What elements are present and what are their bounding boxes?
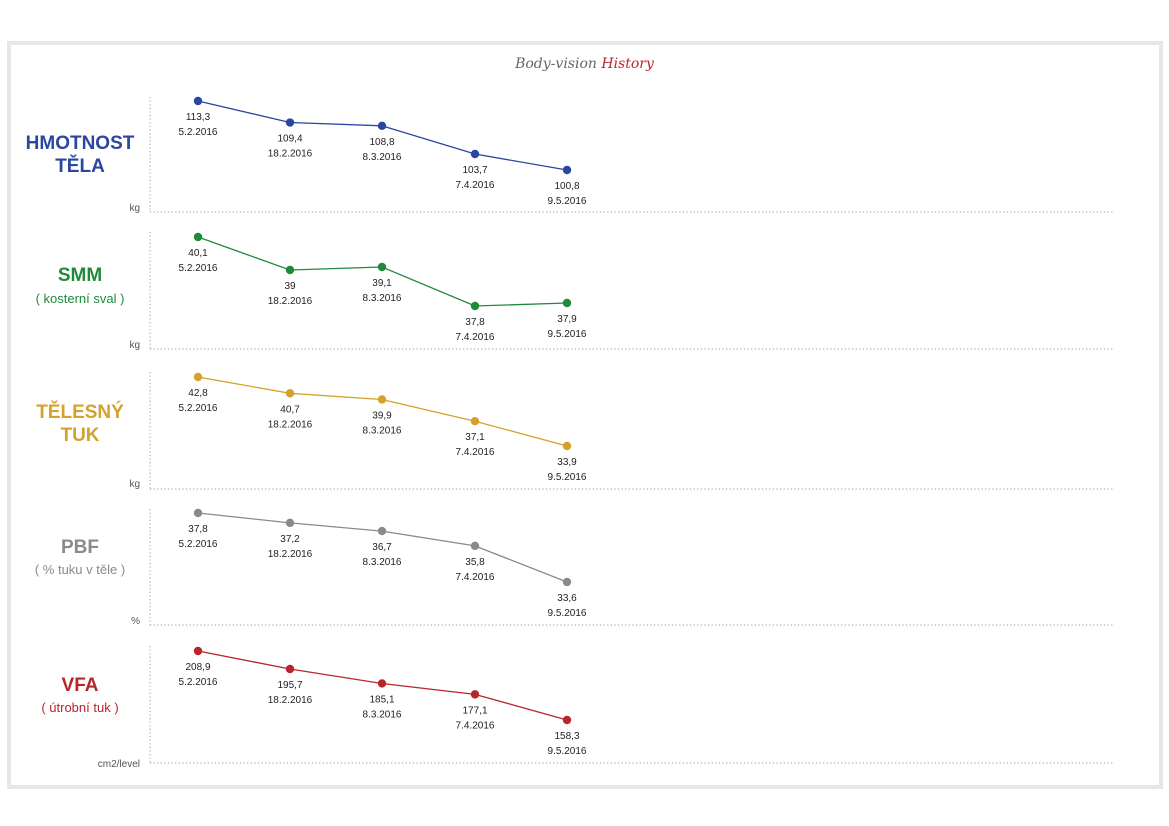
x-tick-label: 18.2.2016	[268, 296, 313, 307]
data-point	[470, 149, 480, 159]
data-point	[562, 715, 572, 725]
data-label: 42,8	[188, 388, 208, 399]
data-label: 37,8	[465, 317, 485, 328]
panel-title: VFA	[61, 675, 99, 696]
x-tick-label: 8.3.2016	[363, 293, 402, 304]
data-point	[562, 298, 572, 308]
y-unit-label: kg	[129, 203, 140, 214]
data-point	[193, 96, 203, 106]
data-label: 40,7	[280, 404, 300, 415]
data-label: 39	[284, 281, 296, 292]
x-tick-label: 5.2.2016	[179, 127, 218, 138]
data-label: 37,1	[465, 432, 485, 443]
data-point	[193, 646, 203, 656]
panel-subtitle: ( útrobní tuk )	[41, 700, 119, 715]
data-label: 33,6	[557, 593, 577, 604]
data-point	[193, 232, 203, 242]
panel-subtitle: ( kosterní sval )	[35, 291, 125, 306]
data-point	[377, 526, 387, 536]
panel-title: TĚLESNÝ TUK	[36, 402, 124, 446]
x-tick-label: 9.5.2016	[548, 746, 587, 757]
data-point	[470, 416, 480, 426]
data-label: 39,9	[372, 410, 392, 421]
data-point	[562, 441, 572, 451]
x-tick-label: 9.5.2016	[548, 196, 587, 207]
data-point	[470, 301, 480, 311]
x-tick-label: 5.2.2016	[179, 539, 218, 550]
page-title-main: Body-vision	[515, 56, 597, 72]
data-label: 108,8	[369, 137, 394, 148]
page-title: Body-vision History	[0, 56, 1169, 72]
x-tick-label: 18.2.2016	[268, 549, 313, 560]
data-label: 39,1	[372, 278, 392, 289]
x-tick-label: 8.3.2016	[363, 425, 402, 436]
x-tick-label: 18.2.2016	[268, 695, 313, 706]
data-label: 195,7	[277, 680, 302, 691]
data-point	[193, 508, 203, 518]
x-tick-label: 8.3.2016	[363, 152, 402, 163]
x-tick-label: 8.3.2016	[363, 557, 402, 568]
panel-title: SMM	[57, 265, 103, 286]
data-label: 100,8	[554, 181, 579, 192]
x-tick-label: 7.4.2016	[456, 720, 495, 731]
panel-title: HMOTNOST TĚLA	[25, 133, 135, 177]
x-tick-label: 9.5.2016	[548, 329, 587, 340]
x-tick-label: 9.5.2016	[548, 472, 587, 483]
x-tick-label: 7.4.2016	[456, 572, 495, 583]
data-point	[285, 664, 295, 674]
data-point	[377, 395, 387, 404]
data-point	[285, 265, 295, 275]
data-point	[562, 577, 572, 587]
y-unit-label: kg	[129, 479, 140, 490]
y-unit-label: cm2/level	[97, 759, 140, 770]
y-unit-label: %	[131, 616, 140, 627]
x-tick-label: 5.2.2016	[179, 403, 218, 414]
data-label: 177,1	[462, 705, 487, 716]
x-tick-label: 7.4.2016	[456, 447, 495, 458]
y-unit-label: kg	[129, 340, 140, 351]
panel-subtitle: ( % tuku v těle )	[34, 562, 126, 577]
data-label: 35,8	[465, 557, 485, 568]
data-label: 208,9	[185, 662, 210, 673]
x-tick-label: 7.4.2016	[456, 180, 495, 191]
data-label: 103,7	[462, 165, 487, 176]
x-tick-label: 5.2.2016	[179, 263, 218, 274]
panel-title: PBF	[61, 537, 99, 558]
data-label: 37,2	[280, 534, 300, 545]
data-point	[285, 518, 295, 528]
data-point	[377, 262, 387, 272]
data-label: 40,1	[188, 248, 208, 259]
x-tick-label: 18.2.2016	[268, 419, 313, 430]
x-tick-label: 8.3.2016	[363, 709, 402, 720]
data-point	[285, 389, 295, 398]
data-label: 37,9	[557, 314, 577, 325]
data-point	[470, 541, 480, 551]
data-label: 113,3	[186, 112, 211, 123]
data-label: 33,9	[557, 457, 577, 468]
data-label: 158,3	[554, 731, 579, 742]
data-point	[470, 690, 480, 699]
data-label: 37,8	[188, 524, 208, 535]
chart-frame	[7, 41, 1163, 789]
x-tick-label: 18.2.2016	[268, 149, 313, 160]
x-tick-label: 5.2.2016	[179, 677, 218, 688]
data-point	[193, 372, 203, 382]
data-point	[285, 118, 295, 127]
data-label: 36,7	[372, 542, 392, 553]
data-label: 185,1	[369, 694, 394, 705]
page-title-accent: History	[601, 56, 654, 72]
data-point	[377, 679, 387, 688]
x-tick-label: 7.4.2016	[456, 332, 495, 343]
data-point	[562, 165, 572, 175]
x-tick-label: 9.5.2016	[548, 608, 587, 619]
data-label: 109,4	[277, 134, 302, 145]
data-point	[377, 121, 387, 131]
